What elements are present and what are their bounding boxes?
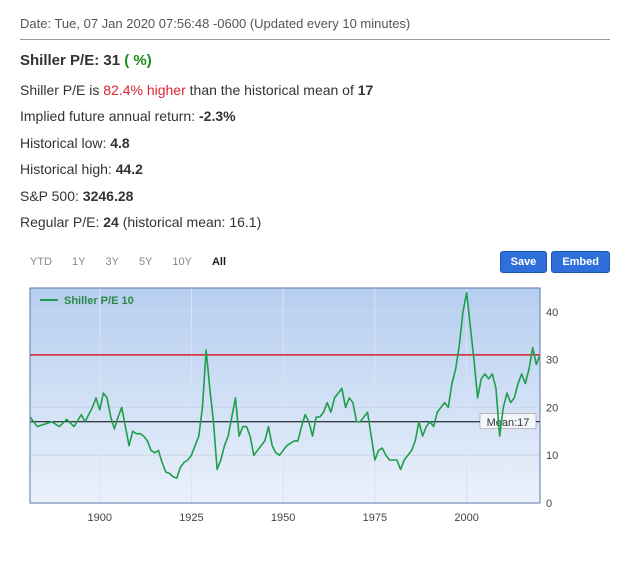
- title-pct: ( %): [124, 52, 152, 69]
- page-title: Shiller P/E: 31 ( %): [20, 52, 610, 69]
- chart-toolbar: YTD 1Y 3Y 5Y 10Y All Save Embed: [20, 251, 610, 273]
- tab-ytd[interactable]: YTD: [20, 252, 62, 272]
- svg-text:10: 10: [546, 451, 558, 463]
- tab-1y[interactable]: 1Y: [62, 252, 95, 272]
- stat-label: Implied future annual return:: [20, 108, 199, 124]
- tab-10y[interactable]: 10Y: [162, 252, 202, 272]
- date-line: Date: Tue, 07 Jan 2020 07:56:48 -0600 (U…: [20, 16, 610, 31]
- shiller-pe-chart: 0 10 20 30 40 1900 1925 1950 1975 2000 Mean:17 Shil…: [20, 283, 580, 533]
- svg-text:40: 40: [546, 307, 558, 319]
- stat-label: S&P 500:: [20, 188, 83, 204]
- svg-text:30: 30: [546, 355, 558, 367]
- stat-regular-pe: Regular P/E: 24 (historical mean: 16.1): [20, 211, 610, 233]
- chart-buttons: Save Embed: [500, 251, 610, 273]
- tab-all[interactable]: All: [202, 252, 236, 272]
- stat-label: Historical high:: [20, 161, 116, 177]
- stat-higher: Shiller P/E is 82.4% higher than the his…: [20, 79, 610, 101]
- embed-button[interactable]: Embed: [551, 251, 610, 273]
- svg-text:1950: 1950: [271, 512, 295, 524]
- save-button[interactable]: Save: [500, 251, 548, 273]
- tab-3y[interactable]: 3Y: [95, 252, 128, 272]
- title-label: Shiller P/E:: [20, 52, 99, 69]
- svg-text:2000: 2000: [454, 512, 478, 524]
- stat-label: Historical low:: [20, 135, 110, 151]
- svg-text:1925: 1925: [179, 512, 203, 524]
- range-tabs: YTD 1Y 3Y 5Y 10Y All: [20, 252, 236, 272]
- title-value: 31: [103, 52, 120, 69]
- chart-container: 0 10 20 30 40 1900 1925 1950 1975 2000 Mean:17 Shil…: [20, 283, 580, 533]
- svg-text:1975: 1975: [363, 512, 387, 524]
- stats-block: Shiller P/E is 82.4% higher than the his…: [20, 79, 610, 233]
- svg-text:1900: 1900: [87, 512, 111, 524]
- stat-text: than the historical mean of: [186, 82, 358, 98]
- stat-higher-mean: 17: [358, 82, 374, 98]
- stat-label: Regular P/E:: [20, 214, 103, 230]
- stat-sp500: S&P 500: 3246.28: [20, 185, 610, 207]
- svg-text:Shiller P/E 10: Shiller P/E 10: [64, 295, 134, 307]
- svg-text:0: 0: [546, 498, 552, 510]
- stat-value: -2.3%: [199, 108, 236, 124]
- stat-low: Historical low: 4.8: [20, 132, 610, 154]
- stat-high: Historical high: 44.2: [20, 158, 610, 180]
- stat-text: Shiller P/E is: [20, 82, 103, 98]
- stat-value: 3246.28: [83, 188, 134, 204]
- stat-value: 44.2: [116, 161, 143, 177]
- divider: [20, 39, 610, 40]
- tab-5y[interactable]: 5Y: [129, 252, 162, 272]
- stat-implied: Implied future annual return: -2.3%: [20, 105, 610, 127]
- svg-text:Mean:17: Mean:17: [487, 417, 530, 429]
- stat-text: (historical mean: 16.1): [119, 214, 261, 230]
- svg-text:20: 20: [546, 403, 558, 415]
- stat-value: 4.8: [110, 135, 129, 151]
- stat-higher-pct: 82.4% higher: [103, 82, 186, 98]
- stat-value: 24: [103, 214, 119, 230]
